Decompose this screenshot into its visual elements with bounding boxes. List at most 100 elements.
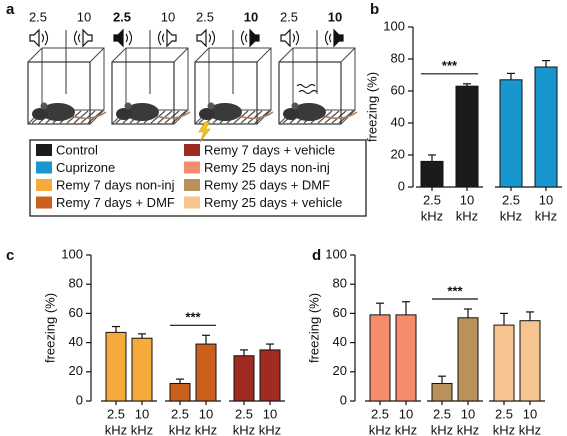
- speaker-body: [82, 28, 93, 48]
- bar: [369, 314, 391, 402]
- box-front: [278, 61, 342, 125]
- mouse-head: [116, 108, 132, 120]
- x-tick-label: 10: [263, 406, 277, 421]
- floor-hatch: [164, 110, 180, 124]
- y-tick-label: 20: [391, 146, 405, 161]
- floor-hatch: [80, 110, 96, 124]
- legend-swatch: [184, 196, 200, 209]
- mouse-tail: [71, 111, 107, 120]
- mouse-head: [283, 108, 299, 120]
- floor-hatch: [240, 110, 256, 124]
- mouse-ear: [124, 102, 132, 110]
- floor-hatch: [324, 110, 340, 124]
- speaker-body: [333, 28, 344, 48]
- x-unit-label: kHz: [131, 422, 153, 436]
- mouse-ear: [207, 102, 215, 110]
- significance-label: ***: [185, 310, 201, 325]
- legend-label: Remy 7 days + vehicle: [204, 142, 335, 157]
- legend-label: Remy 25 days non-inj: [204, 160, 330, 175]
- speaker-body: [249, 28, 260, 48]
- y-tick-label: 60: [69, 305, 83, 320]
- speaker-icon: [29, 28, 49, 48]
- legend-label: Cuprizone: [56, 160, 115, 175]
- speaker-icon: [157, 28, 177, 48]
- mouse-body: [41, 103, 75, 121]
- mouse-tail: [238, 111, 274, 120]
- x-tick-label: 10: [539, 192, 553, 207]
- speaker-body: [166, 28, 177, 48]
- x-tick-label: 10: [399, 406, 413, 421]
- x-tick-label: 2.5: [107, 406, 125, 421]
- tone-label: 10: [161, 9, 175, 24]
- x-unit-label: kHz: [500, 208, 522, 223]
- speaker-icon: [196, 28, 216, 48]
- x-unit-label: kHz: [421, 208, 443, 223]
- y-tick-label: 60: [391, 82, 405, 97]
- y-tick-label: 0: [340, 392, 347, 407]
- x-unit-label: kHz: [456, 208, 478, 223]
- y-tick-label: 100: [61, 246, 83, 261]
- tremble-lines: [296, 83, 318, 95]
- panel-label: c: [6, 247, 14, 264]
- x-unit-label: kHz: [259, 422, 281, 436]
- bar: [455, 85, 479, 188]
- speaker-icon: [324, 28, 344, 48]
- mouse-ear: [291, 102, 299, 110]
- bar: [519, 320, 541, 402]
- bar: [493, 324, 515, 402]
- y-tick-label: 40: [333, 334, 347, 349]
- x-tick-label: 10: [135, 406, 149, 421]
- x-unit-label: kHz: [519, 422, 541, 436]
- legend-label: Remy 7 days non-inj: [56, 177, 175, 192]
- y-tick-label: 80: [333, 276, 347, 291]
- speaker-wave: [292, 30, 300, 46]
- speaker-wave: [73, 30, 81, 46]
- legend-swatch: [184, 144, 200, 156]
- y-tick-label: 40: [69, 334, 83, 349]
- legend-label: Remy 25 days + vehicle: [204, 195, 342, 210]
- speaker-icon: [113, 28, 133, 48]
- floor-hatch: [331, 110, 347, 124]
- x-unit-label: kHz: [493, 422, 515, 436]
- box-edge: [89, 47, 105, 63]
- x-unit-label: kHz: [431, 422, 453, 436]
- legend-swatch: [36, 196, 52, 209]
- x-tick-label: 2.5: [502, 192, 520, 207]
- mouse-tail: [155, 111, 191, 120]
- x-unit-label: kHz: [233, 422, 255, 436]
- floor-hatch: [157, 110, 173, 124]
- y-axis-label: freezing (%): [364, 72, 379, 142]
- speaker-wave: [41, 30, 49, 46]
- box-edge: [111, 47, 127, 63]
- tone-label: 10: [244, 9, 258, 24]
- y-tick-label: 60: [333, 305, 347, 320]
- y-tick-label: 20: [69, 363, 83, 378]
- mouse-body: [292, 103, 326, 121]
- y-tick-label: 0: [76, 392, 83, 407]
- box-edge: [256, 47, 272, 63]
- bar: [534, 66, 558, 188]
- panel-label: a: [6, 1, 15, 18]
- bar: [131, 337, 153, 402]
- x-unit-label: kHz: [105, 422, 127, 436]
- bar: [457, 317, 479, 402]
- significance-label: ***: [447, 283, 463, 298]
- speaker-body: [280, 28, 291, 48]
- box-edge: [278, 47, 294, 63]
- significance-label: ***: [442, 58, 458, 73]
- box-edge: [194, 47, 210, 63]
- bar: [233, 355, 255, 402]
- mouse-body: [208, 103, 242, 121]
- speaker-body: [113, 28, 124, 48]
- legend-label: Control: [56, 142, 98, 157]
- bar: [499, 79, 523, 188]
- x-unit-label: kHz: [535, 208, 557, 223]
- tone-label: 2.5: [29, 9, 47, 24]
- y-axis-label: freezing (%): [42, 293, 57, 363]
- bar: [169, 382, 191, 402]
- y-tick-label: 20: [333, 363, 347, 378]
- y-tick-label: 80: [69, 276, 83, 291]
- mouse-head: [32, 108, 48, 120]
- x-tick-label: 10: [460, 192, 474, 207]
- mouse-tail: [322, 111, 358, 120]
